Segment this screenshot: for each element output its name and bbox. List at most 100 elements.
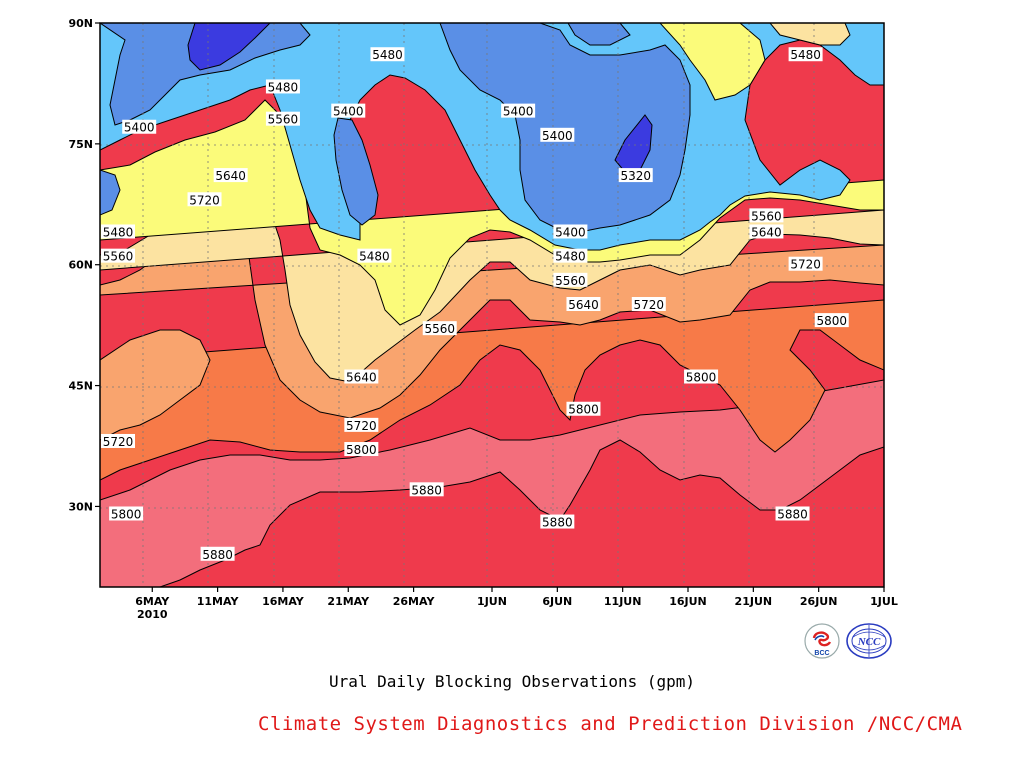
contour-label-bg [814, 313, 849, 328]
contour-label-bg [265, 79, 300, 94]
contour-label-bg [566, 401, 601, 416]
contour-label: 5480 [553, 248, 588, 264]
contour-label-text: 5720 [189, 193, 220, 207]
contour-label-text: 5400 [124, 121, 155, 135]
contour-label-bg [344, 417, 379, 432]
bcc-logo: BCC [804, 623, 840, 659]
y-tick-label: 30N [68, 500, 93, 513]
contour-label: 5400 [122, 119, 157, 135]
contour-label-bg [187, 192, 222, 207]
svg-text:BCC: BCC [814, 650, 829, 657]
contour-label: 5640 [749, 224, 784, 239]
contour-label-text: 5480 [268, 80, 299, 94]
x-year-label: 2010 [137, 608, 168, 621]
credit-text: Climate System Diagnostics and Predictio… [258, 713, 963, 735]
contour-label-bg [370, 47, 405, 62]
x-tick-label: 11MAY [197, 595, 240, 608]
ncc-logo: NCC [846, 623, 892, 659]
contour-label-text: 5400 [333, 105, 364, 119]
contour-label: 5720 [344, 417, 379, 433]
contour-label-bg [344, 369, 379, 384]
contour-label-bg [409, 482, 444, 497]
contour-label: 5480 [101, 224, 135, 239]
band-5320-5400-e [567, 23, 631, 46]
band-5480-5560-top-right [659, 23, 766, 101]
band-below-5320-a [187, 23, 271, 71]
contour-label: 5720 [631, 297, 666, 312]
contour-label-bg [749, 224, 784, 239]
grid [100, 23, 884, 587]
contour-label: 5560 [553, 272, 588, 288]
contour-label: 5480 [357, 248, 392, 264]
contour-fill-layer [100, 23, 884, 587]
contour-label-text: 5320 [620, 169, 651, 183]
contour-label-bg [553, 248, 588, 263]
contour-label-text: 5640 [568, 298, 599, 312]
contour-label-bg [775, 506, 810, 521]
contour-label-bg [331, 103, 366, 118]
x-tick-label: 6MAY [135, 595, 170, 608]
contour-label-bg [540, 514, 575, 529]
band-5320-5400-a [100, 23, 311, 126]
contour-label: 5800 [814, 313, 849, 328]
contour-label-text: 5880 [542, 516, 573, 530]
svg-text:NCC: NCC [857, 636, 881, 648]
contour-label-text: 5800 [346, 443, 377, 457]
contour-label: 5560 [265, 111, 300, 127]
contour-label-bg [101, 248, 135, 263]
contour-label-text: 5640 [751, 225, 782, 239]
contour-label-bg [265, 111, 300, 126]
x-tick-label: 11JUN [604, 595, 642, 608]
contour-label-bg [618, 168, 653, 183]
contour-label-text: 5800 [816, 314, 847, 328]
contour-label: 5400 [553, 224, 588, 239]
y-tick-label: 60N [68, 259, 93, 272]
contour-label-text: 5400 [542, 129, 573, 143]
x-tick-label: 26JUN [800, 595, 838, 608]
contour-label-bg [684, 369, 719, 384]
contour-label: 5800 [566, 401, 601, 417]
contour-label-text: 5640 [215, 169, 246, 183]
x-tick-label: 1JUL [870, 595, 898, 608]
contour-label: 5560 [422, 321, 457, 336]
contour-label: 5400 [501, 103, 536, 119]
contour-label: 5640 [213, 168, 248, 183]
contour-label-bg [553, 224, 588, 239]
contour-label: 5480 [370, 47, 405, 62]
contour-label-text: 5480 [790, 48, 821, 62]
contour-label: 5720 [187, 192, 222, 207]
contour-label-bg [101, 433, 135, 448]
contour-label-text: 5400 [503, 105, 534, 119]
contour-label-bg [631, 297, 666, 311]
contour-label: 5800 [344, 442, 379, 457]
contour-label-text: 5720 [346, 419, 377, 433]
contour-label-bg [101, 224, 135, 239]
contour-label-text: 5560 [555, 274, 586, 288]
contour-label-text: 5880 [411, 483, 442, 497]
y-tick-label: 45N [68, 380, 93, 393]
contour-label-text: 5480 [372, 48, 403, 62]
contour-label-bg [501, 103, 536, 118]
contour-label: 5480 [265, 79, 300, 94]
contour-label: 5400 [331, 103, 366, 119]
contour-label-bg [200, 546, 235, 561]
contour-label-text: 5560 [424, 322, 455, 336]
contour-label-bg [566, 297, 601, 311]
contour-label: 5320 [618, 168, 653, 183]
x-tick-label: 16JUN [669, 595, 707, 608]
contour-label-text: 5400 [555, 225, 586, 239]
contour-label-text: 5560 [751, 209, 782, 223]
contour-label-bg [344, 442, 379, 457]
contour-label-text: 5720 [790, 258, 821, 272]
contour-label: 5560 [749, 208, 784, 223]
chart-title: Ural Daily Blocking Observations (gpm) [328, 672, 696, 691]
x-tick-label: 16MAY [262, 595, 305, 608]
contour-label-bg [357, 248, 392, 263]
contour-label-text: 5800 [568, 403, 599, 417]
band-5320-5400-c [333, 117, 379, 226]
contour-label: 5880 [775, 506, 810, 521]
x-tick-label: 21MAY [327, 595, 370, 608]
y-tick-label: 90N [68, 17, 93, 30]
contour-label: 5640 [344, 369, 379, 385]
contour-label: 5880 [409, 482, 444, 497]
